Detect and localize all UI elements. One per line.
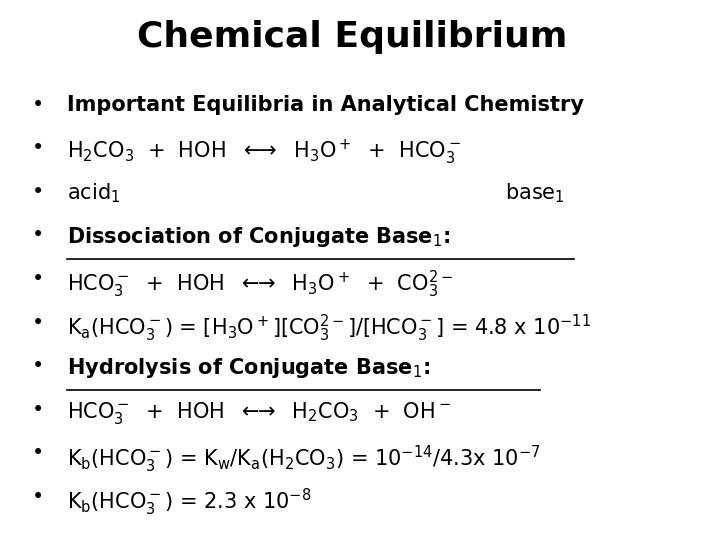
- Text: •: •: [32, 400, 44, 420]
- Text: •: •: [32, 443, 44, 463]
- Text: •: •: [32, 94, 44, 114]
- Text: $\mathregular{H_2CO_3}$  +  HOH  $\leftarrow\!\!\!\rightarrow$  $\mathregular{H_: $\mathregular{H_2CO_3}$ + HOH $\leftarro…: [67, 138, 461, 167]
- Text: •: •: [32, 269, 44, 289]
- Text: Chemical Equilibrium: Chemical Equilibrium: [137, 20, 567, 54]
- Text: base$_1$: base$_1$: [505, 182, 564, 205]
- Text: Dissociation of Conjugate Base$_1$:: Dissociation of Conjugate Base$_1$:: [67, 225, 450, 249]
- Text: $\mathregular{K_b(HCO_3^-)}$ = $\mathregular{K_w/K_a(H_2CO_3)}$ = $\mathregular{: $\mathregular{K_b(HCO_3^-)}$ = $\mathreg…: [67, 443, 541, 475]
- Text: $\mathregular{HCO_3^-}$  +  HOH  $\leftarrow\!\!\!\rightarrow$  $\mathregular{H_: $\mathregular{HCO_3^-}$ + HOH $\leftarro…: [67, 269, 453, 300]
- Text: acid$_1$: acid$_1$: [67, 182, 120, 205]
- Text: •: •: [32, 487, 44, 507]
- Text: $\mathregular{HCO_3^-}$  +  HOH  $\leftarrow\!\!\!\rightarrow$  $\mathregular{H_: $\mathregular{HCO_3^-}$ + HOH $\leftarro…: [67, 400, 451, 426]
- Text: Hydrolysis of Conjugate Base$_1$:: Hydrolysis of Conjugate Base$_1$:: [67, 356, 430, 380]
- Text: $\mathregular{K_b(HCO_3^-)}$ = 2.3 x $\mathregular{10^{-8}}$: $\mathregular{K_b(HCO_3^-)}$ = 2.3 x $\m…: [67, 487, 311, 518]
- Text: Important Equilibria in Analytical Chemistry: Important Equilibria in Analytical Chemi…: [67, 94, 584, 114]
- Text: •: •: [32, 356, 44, 376]
- Text: •: •: [32, 182, 44, 202]
- Text: •: •: [32, 313, 44, 333]
- Text: •: •: [32, 225, 44, 245]
- Text: $\mathregular{K_a(HCO_3^-)}$ = $\mathregular{[H_3O^+][CO_3^{2-}]/[HCO_3^-]}$ = 4: $\mathregular{K_a(HCO_3^-)}$ = $\mathreg…: [67, 313, 590, 344]
- Text: •: •: [32, 138, 44, 158]
